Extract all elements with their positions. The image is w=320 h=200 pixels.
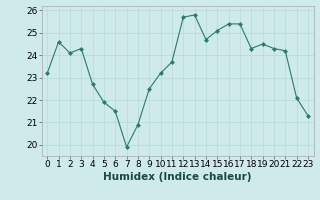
X-axis label: Humidex (Indice chaleur): Humidex (Indice chaleur)	[103, 172, 252, 182]
